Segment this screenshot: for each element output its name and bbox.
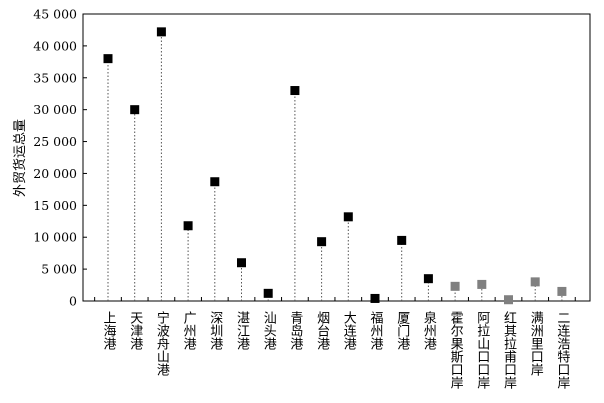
y-tick-label: 5 000 xyxy=(41,262,77,277)
plot-frame xyxy=(82,13,591,302)
x-tick-label: 宁波舟山港 xyxy=(154,310,170,376)
data-point xyxy=(477,279,487,289)
x-tick-label: 满洲里口岸 xyxy=(528,311,544,376)
x-tick-label: 青岛港 xyxy=(287,311,303,350)
data-point xyxy=(210,177,220,187)
x-tick-label: 上海港 xyxy=(101,311,117,350)
y-axis-label: 外贸货运总量 xyxy=(12,119,28,197)
data-point xyxy=(530,277,540,287)
data-point xyxy=(557,286,567,296)
x-tick-label: 广州港 xyxy=(181,311,197,350)
y-tick-label: 45 000 xyxy=(33,7,77,22)
y-tick-label: 40 000 xyxy=(33,38,77,53)
axes xyxy=(82,13,591,302)
data-point xyxy=(504,295,513,305)
data-point xyxy=(397,235,407,245)
y-tick-label: 30 000 xyxy=(33,102,77,117)
x-tick-label: 湛江港 xyxy=(234,311,250,350)
y-ticks: 0 5 000 10 000 15 000 20 000 25 000 30 000 35 0… xyxy=(33,7,87,309)
x-tick-label: 泉州港 xyxy=(421,310,437,350)
data-point xyxy=(370,293,380,303)
stems xyxy=(107,31,563,301)
data-point xyxy=(450,281,460,291)
data-point xyxy=(130,105,140,115)
x-tick-label: 厦门港 xyxy=(394,311,410,350)
x-tick-label: 深圳港 xyxy=(207,311,223,350)
y-tick-label: 20 000 xyxy=(33,166,77,181)
markers xyxy=(103,27,567,305)
x-tick-label: 二连浩特口岸 xyxy=(554,311,570,389)
x-tick-label: 福州港 xyxy=(368,311,384,350)
data-point xyxy=(237,258,246,268)
x-ticks: 上海港 天津港 宁波舟山港 广州港 深圳港 湛江港 汕头港 青岛港 烟台港 大连港 福州港 厦门港 泉州… xyxy=(94,297,576,389)
y-tick-label: 10 000 xyxy=(33,230,77,245)
x-tick-label: 红其拉甫口岸 xyxy=(501,310,517,389)
y-tick-label: 35 000 xyxy=(33,70,77,85)
data-point xyxy=(183,221,193,231)
data-point xyxy=(343,212,353,222)
y-tick-label: 15 000 xyxy=(33,198,77,213)
data-point xyxy=(290,86,300,96)
data-point xyxy=(263,288,273,298)
y-tick-label: 25 000 xyxy=(33,134,77,149)
data-point xyxy=(156,27,166,37)
x-tick-label: 霍尔果斯口岸 xyxy=(448,311,464,389)
data-point xyxy=(423,274,433,284)
x-tick-label: 天津港 xyxy=(127,311,143,350)
data-point xyxy=(317,237,327,247)
y-tick-label: 0 xyxy=(69,294,77,309)
data-point xyxy=(103,54,113,64)
x-tick-label: 阿拉山口口岸 xyxy=(474,311,490,389)
x-tick-label: 大连港 xyxy=(341,311,357,350)
x-tick-label: 烟台港 xyxy=(314,311,330,350)
x-tick-label: 汕头港 xyxy=(261,311,277,350)
